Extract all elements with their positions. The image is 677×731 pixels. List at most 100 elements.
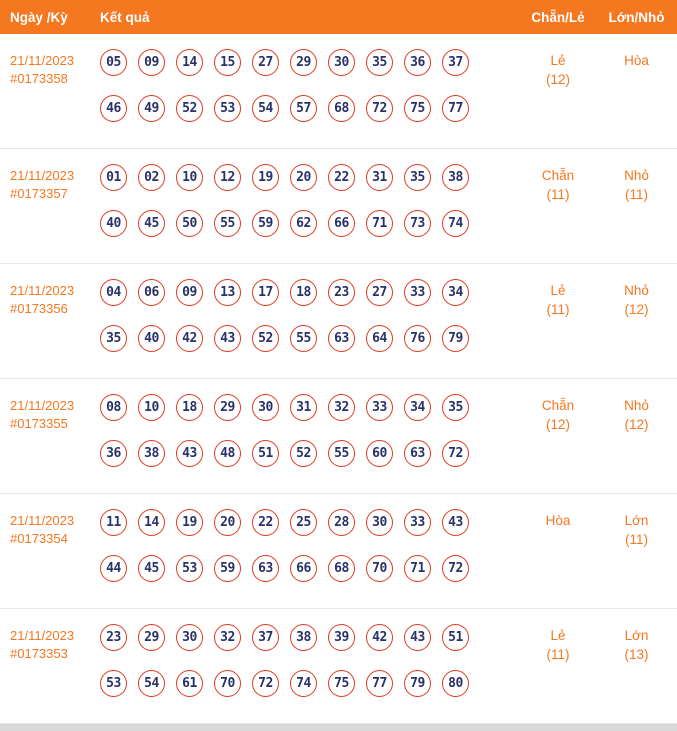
number-ball: 23: [100, 624, 127, 651]
number-ball: 62: [290, 210, 317, 237]
draw-period: #0173355: [10, 416, 68, 431]
draw-date: 21/11/2023: [10, 168, 75, 183]
numbers-cell: 08 10 18 29 30 31 32 33 34 35 36 38 43 48 51 52 55 60 63 7…: [96, 394, 520, 493]
number-ball: 70: [366, 555, 393, 582]
number-ball: 52: [176, 95, 203, 122]
number-ball: 19: [176, 509, 203, 536]
draw-period: #0173357: [10, 186, 68, 201]
bottom-divider: [0, 724, 677, 731]
number-ball: 72: [366, 95, 393, 122]
number-ball: 33: [404, 509, 431, 536]
parity-count: (11): [546, 647, 570, 662]
number-ball: 38: [138, 440, 165, 467]
draw-period: #0173353: [10, 646, 68, 661]
result-row: 21/11/2023 #0173356 04 06 09 13 17 18 23 27 33 34…: [0, 264, 677, 379]
number-ball: 76: [404, 325, 431, 352]
date-period-cell: 21/11/2023 #0173358: [0, 49, 96, 148]
number-ball: 28: [328, 509, 355, 536]
number-ball: 17: [252, 279, 279, 306]
header-result: Kết quả: [100, 9, 150, 25]
draw-period: #0173356: [10, 301, 68, 316]
number-ball: 43: [214, 325, 241, 352]
number-ball: 22: [252, 509, 279, 536]
big-small-cell: Lớn (13): [596, 624, 677, 723]
number-ball: 38: [290, 624, 317, 651]
number-ball: 70: [214, 670, 241, 697]
numbers-line-1: 11 14 19 20 22 25 28 30 33 43: [100, 509, 520, 536]
number-ball: 40: [100, 210, 127, 237]
number-ball: 74: [442, 210, 469, 237]
number-ball: 63: [328, 325, 355, 352]
parity-count: (11): [546, 187, 570, 202]
numbers-cell: 01 02 10 12 19 20 22 31 35 38 40 45 50 55 59 62 66 71 73 7…: [96, 164, 520, 263]
date-period-cell: 21/11/2023 #0173356: [0, 279, 96, 378]
parity-value: Lẻ: [550, 628, 566, 643]
draw-date: 21/11/2023: [10, 283, 75, 298]
number-ball: 77: [366, 670, 393, 697]
result-row: 21/11/2023 #0173358 05 09 14 15 27 29 30 35 36 37…: [0, 34, 677, 149]
number-ball: 13: [214, 279, 241, 306]
number-ball: 14: [138, 509, 165, 536]
size-value: Nhỏ: [624, 283, 649, 298]
big-small-cell: Lớn (11): [596, 509, 677, 608]
number-ball: 14: [176, 49, 203, 76]
number-ball: 20: [290, 164, 317, 191]
numbers-line-1: 04 06 09 13 17 18 23 27 33 34: [100, 279, 520, 306]
size-count: (11): [624, 187, 648, 202]
number-ball: 52: [290, 440, 317, 467]
parity-value: Chẵn: [541, 398, 575, 413]
draw-date: 21/11/2023: [10, 513, 75, 528]
numbers-line-1: 08 10 18 29 30 31 32 33 34 35: [100, 394, 520, 421]
number-ball: 60: [366, 440, 393, 467]
header-big-small: Lớn/Nhỏ: [608, 9, 665, 25]
number-ball: 33: [404, 279, 431, 306]
parity-count: (12): [545, 72, 570, 87]
number-ball: 19: [252, 164, 279, 191]
numbers-line-1: 23 29 30 32 37 38 39 42 43 51: [100, 624, 520, 651]
number-ball: 71: [404, 555, 431, 582]
number-ball: 54: [138, 670, 165, 697]
even-odd-cell: Lẻ (11): [520, 279, 596, 378]
number-ball: 51: [252, 440, 279, 467]
numbers-line-2: 53 54 61 70 72 74 75 77 79 80: [100, 670, 520, 697]
number-ball: 29: [214, 394, 241, 421]
even-odd-cell: Chẵn (11): [520, 164, 596, 263]
number-ball: 75: [404, 95, 431, 122]
size-value: Nhỏ: [624, 398, 649, 413]
number-ball: 29: [138, 624, 165, 651]
size-value: Hòa: [624, 53, 649, 68]
number-ball: 57: [290, 95, 317, 122]
number-ball: 55: [290, 325, 317, 352]
number-ball: 51: [442, 624, 469, 651]
number-ball: 72: [252, 670, 279, 697]
results-body: 21/11/2023 #0173358 05 09 14 15 27 29 30 35 36 37…: [0, 34, 677, 724]
number-ball: 39: [328, 624, 355, 651]
even-odd-cell: Lẻ (12): [520, 49, 596, 148]
number-ball: 35: [442, 394, 469, 421]
number-ball: 68: [328, 95, 355, 122]
number-ball: 43: [442, 509, 469, 536]
number-ball: 37: [252, 624, 279, 651]
number-ball: 80: [442, 670, 469, 697]
size-value: Lớn: [624, 628, 649, 643]
number-ball: 53: [214, 95, 241, 122]
draw-date: 21/11/2023: [10, 53, 75, 68]
number-ball: 66: [290, 555, 317, 582]
number-ball: 01: [100, 164, 127, 191]
number-ball: 63: [404, 440, 431, 467]
parity-count: (11): [546, 302, 570, 317]
number-ball: 71: [366, 210, 393, 237]
number-ball: 27: [366, 279, 393, 306]
number-ball: 31: [290, 394, 317, 421]
numbers-line-2: 44 45 53 59 63 66 68 70 71 72: [100, 555, 520, 582]
numbers-line-2: 35 40 42 43 52 55 63 64 76 79: [100, 325, 520, 352]
big-small-cell: Hòa: [596, 49, 677, 148]
size-count: (11): [624, 532, 648, 547]
number-ball: 08: [100, 394, 127, 421]
draw-date: 21/11/2023: [10, 628, 75, 643]
number-ball: 09: [138, 49, 165, 76]
size-value: Nhỏ: [624, 168, 649, 183]
number-ball: 15: [214, 49, 241, 76]
number-ball: 09: [176, 279, 203, 306]
